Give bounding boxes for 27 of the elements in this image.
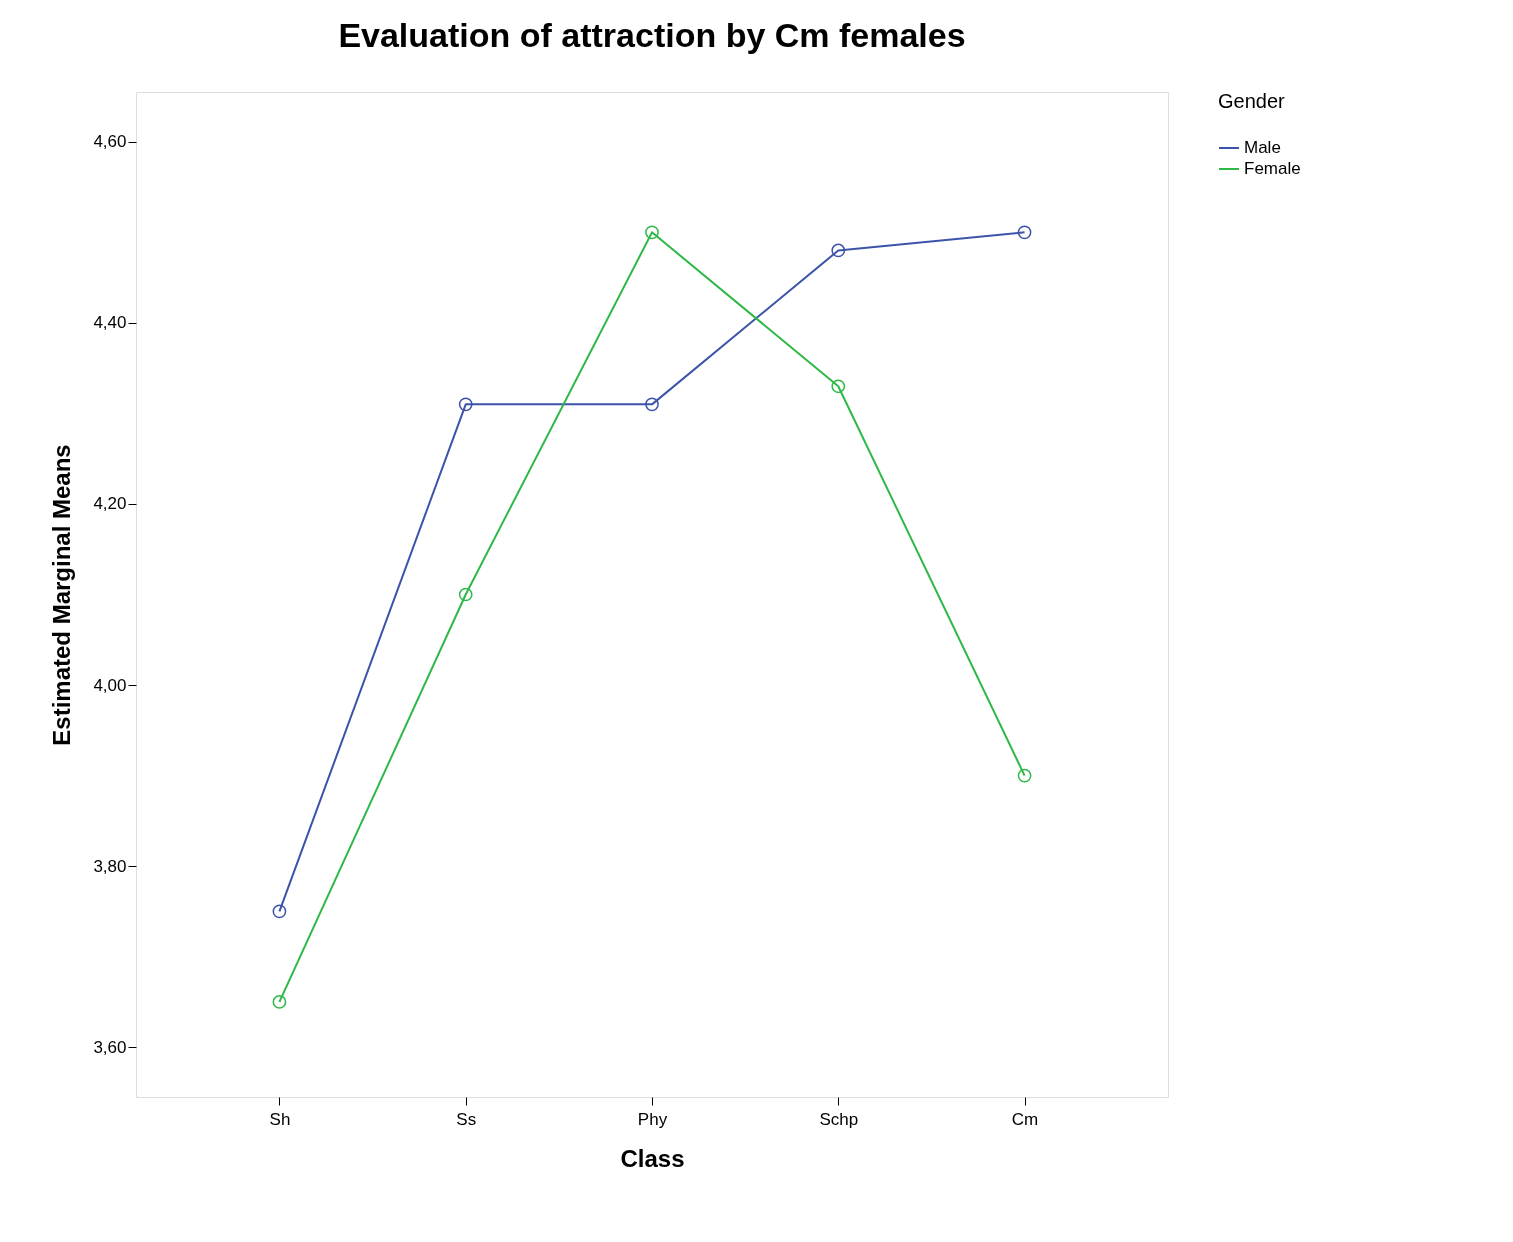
y-tick-label: 3,80 <box>93 856 127 876</box>
chart-title: Evaluation of attraction by Cm females <box>338 16 966 54</box>
y-tick-label: 4,20 <box>93 494 127 514</box>
point <box>1017 225 1032 240</box>
x-tick-label: Cm <box>1011 1109 1039 1129</box>
point <box>272 904 287 919</box>
y-tick-label: 4,00 <box>93 675 127 695</box>
point <box>458 587 473 602</box>
y-tick-label: 4,40 <box>93 313 127 333</box>
point <box>831 243 846 258</box>
x-axis-title: Class <box>620 1144 685 1172</box>
x-tick-label: Ss <box>456 1109 477 1129</box>
point <box>831 379 846 394</box>
point <box>1017 768 1032 783</box>
y-axis-title: Estimated Marginal Means <box>48 444 76 746</box>
legend-label: Female <box>1244 159 1301 178</box>
point <box>645 225 659 240</box>
legend-label: Male <box>1244 138 1281 157</box>
point <box>645 397 659 412</box>
point <box>272 995 287 1009</box>
y-tick-label: 3,60 <box>93 1037 127 1057</box>
y-tick-label: 4,60 <box>93 132 127 152</box>
x-tick-label: Phy <box>637 1109 668 1129</box>
x-tick-label: Schp <box>819 1109 859 1129</box>
x-tick-label: Sh <box>269 1109 291 1129</box>
legend-title: Gender <box>1218 90 1286 112</box>
point <box>458 397 473 412</box>
